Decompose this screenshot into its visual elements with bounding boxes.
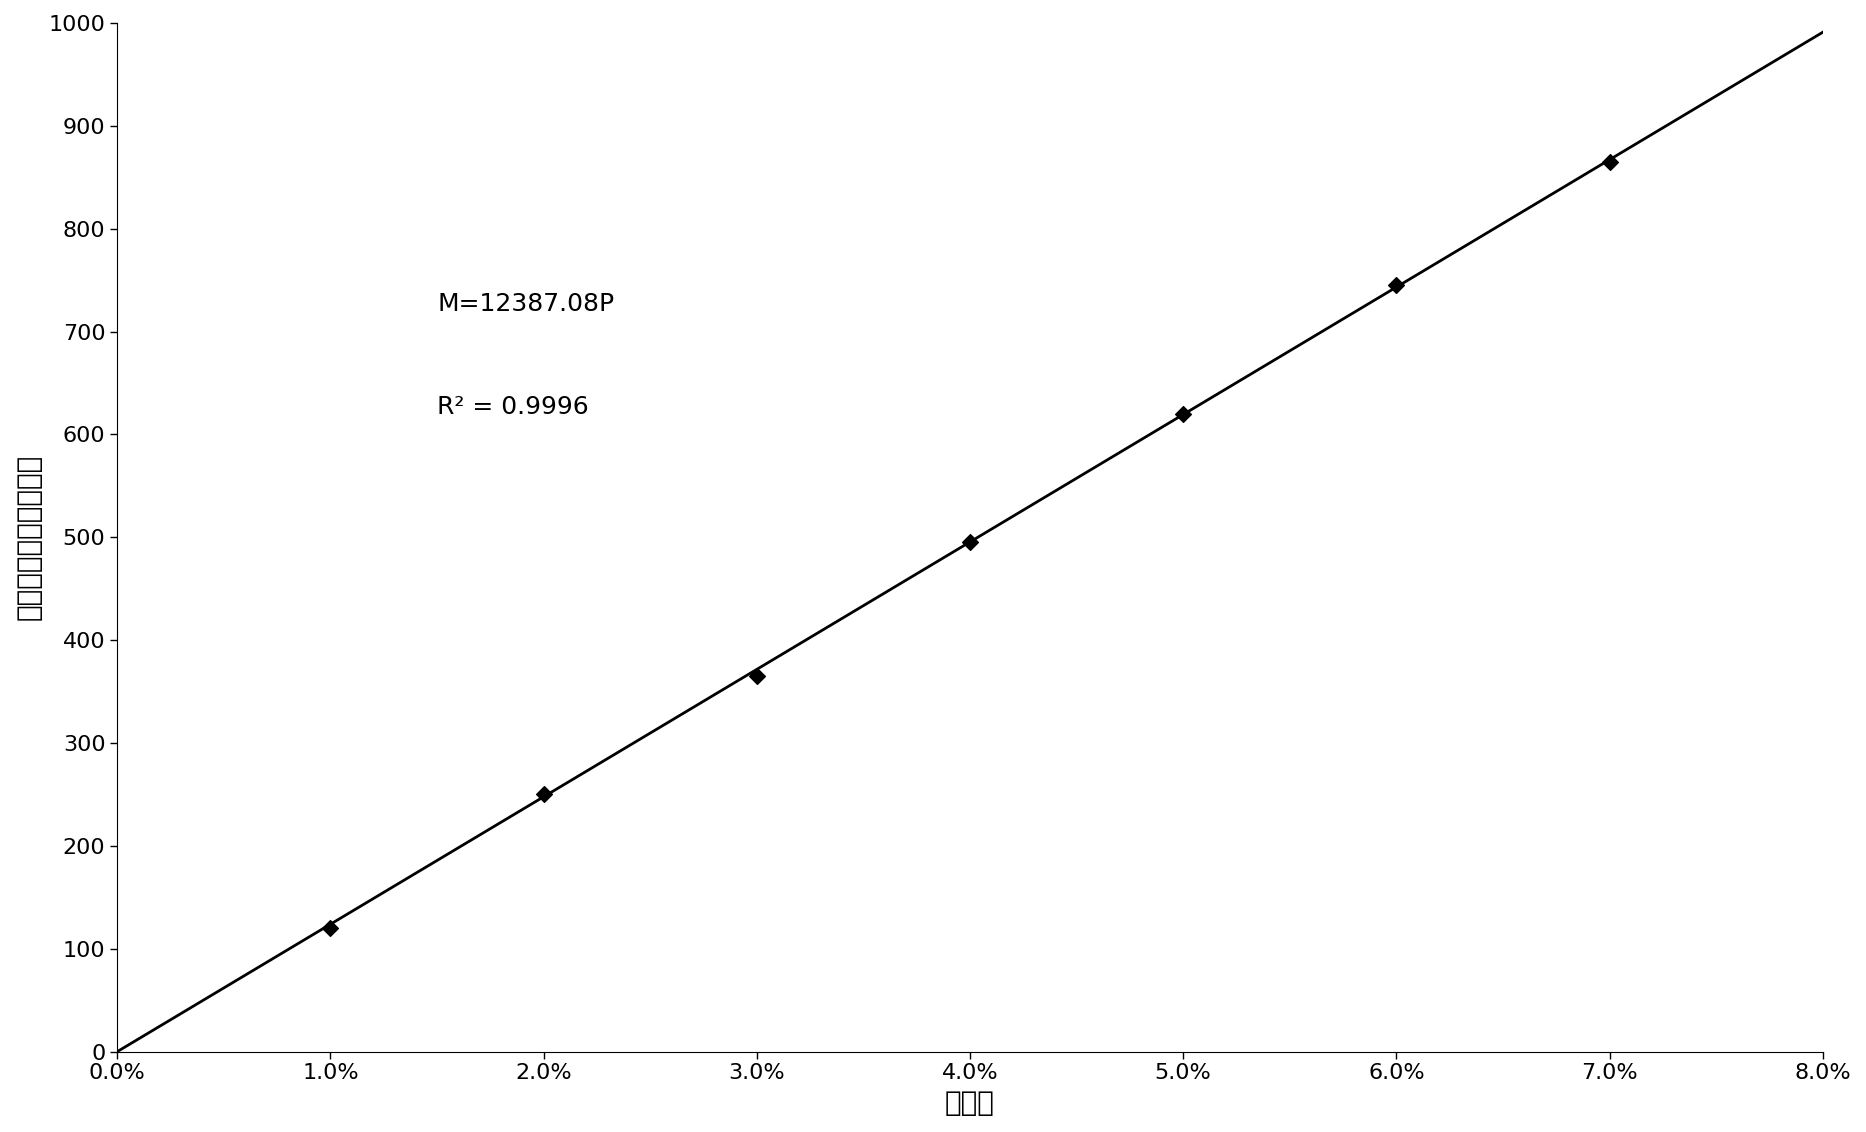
Point <box>955 533 985 551</box>
Point <box>528 786 558 804</box>
Text: M=12387.08P: M=12387.08P <box>437 292 614 316</box>
Point <box>1168 405 1198 423</box>
Point <box>743 667 773 685</box>
Point <box>315 919 345 937</box>
Y-axis label: 单位体积样品信号幅度: 单位体积样品信号幅度 <box>15 454 43 620</box>
Text: R² = 0.9996: R² = 0.9996 <box>437 395 590 419</box>
Point <box>1595 153 1625 171</box>
X-axis label: 孔隙度: 孔隙度 <box>944 1089 995 1117</box>
Point <box>1381 276 1411 294</box>
